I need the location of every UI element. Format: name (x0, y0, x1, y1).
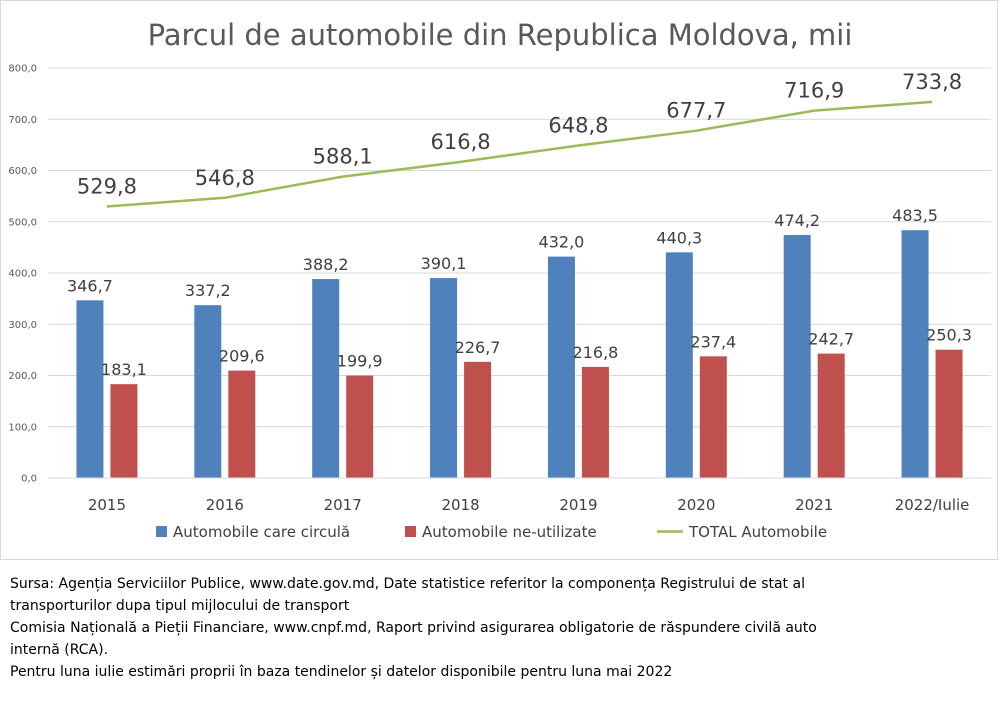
bar-circulating (783, 234, 811, 478)
data-label-total: 529,8 (77, 174, 137, 198)
y-tick-label: 400,0 (8, 269, 37, 280)
data-label-unused: 226,7 (455, 338, 501, 357)
legend-total: TOTAL Automobile (657, 523, 827, 541)
x-axis: 2015 2016 2017 2018 2019 2020 2021 2022/Iulie (48, 477, 991, 514)
data-label-circulating: 388,2 (303, 255, 349, 274)
bar-circulating (901, 230, 929, 478)
bar-unused (228, 370, 256, 478)
y-tick-label: 700,0 (8, 115, 37, 126)
data-label-total: 616,8 (431, 130, 491, 154)
data-label-unused: 216,8 (573, 343, 619, 362)
data-label-circulating: 474,2 (774, 211, 820, 230)
legend-swatch (405, 526, 416, 537)
y-tick-label: 0,0 (21, 474, 37, 485)
y-tick-label: 800,0 (8, 64, 37, 75)
bar-circulating (194, 305, 222, 478)
chart-title: Parcul de automobile din Republica Moldo… (148, 18, 853, 52)
bar-unused (817, 353, 845, 478)
data-label-unused: 183,1 (101, 360, 147, 379)
data-label-circulating: 440,3 (656, 228, 702, 247)
legend-label: Automobile ne-utilizate (422, 523, 597, 541)
bar-unused (581, 366, 609, 478)
bar-circulating (665, 252, 693, 478)
y-tick-label: 500,0 (8, 217, 37, 228)
bar-circulating (312, 279, 340, 478)
data-label-unused: 250,3 (926, 326, 972, 345)
data-label-unused: 199,9 (337, 352, 383, 371)
legend: Automobile care circulă Automobile ne-uti… (156, 523, 827, 541)
data-label-circulating: 483,5 (892, 206, 938, 225)
x-tick-label: 2015 (88, 496, 126, 514)
y-tick-label: 600,0 (8, 166, 37, 177)
bar-unused (935, 349, 963, 478)
total-line (106, 100, 933, 208)
x-tick-label: 2022/Iulie (895, 496, 970, 514)
y-tick-label: 300,0 (8, 320, 37, 331)
source-line: Comisia Națională a Pieții Financiare, w… (10, 620, 817, 636)
bar-circulating (430, 278, 458, 478)
x-tick-label: 2016 (206, 496, 244, 514)
data-labels: 346,7 183,1 529,8 337,2 209,6 546,8 388,2 199,9… (67, 70, 972, 379)
chart-area: Parcul de automobile din Republica Moldo… (0, 0, 998, 560)
total-line-path (106, 100, 933, 208)
bar-circulating (76, 300, 104, 478)
x-tick-label: 2020 (677, 496, 715, 514)
x-tick-label: 2017 (324, 496, 362, 514)
x-tick-label: 2018 (441, 496, 479, 514)
data-label-total: 716,9 (784, 79, 844, 103)
data-label-total: 733,8 (902, 70, 962, 94)
data-label-unused: 209,6 (219, 347, 265, 366)
data-label-circulating: 337,2 (185, 281, 231, 300)
bar-circulating (547, 256, 575, 478)
source-line: Sursa: Agenția Serviciilor Publice, www.… (10, 576, 805, 592)
bar-unused (464, 361, 492, 478)
source-note: Sursa: Agenția Serviciilor Publice, www.… (10, 573, 990, 683)
legend-label: TOTAL Automobile (688, 523, 827, 541)
data-label-total: 648,8 (548, 113, 608, 137)
data-label-circulating: 346,7 (67, 276, 113, 295)
bar-unused (699, 356, 727, 478)
source-line: internă (RCA). (10, 642, 109, 658)
data-label-circulating: 432,0 (539, 233, 585, 252)
source-line: transporturilor dupa tipul mijlocului de… (10, 598, 350, 614)
data-label-unused: 242,7 (808, 330, 854, 349)
bars (76, 230, 963, 478)
data-label-circulating: 390,1 (421, 254, 467, 273)
data-label-unused: 237,4 (690, 332, 736, 351)
legend-label: Automobile care circulă (173, 523, 350, 541)
source-line: Pentru luna iulie estimări proprii în ba… (10, 664, 673, 680)
data-label-total: 677,7 (666, 99, 726, 123)
x-tick-label: 2019 (559, 496, 597, 514)
x-tick-label: 2021 (795, 496, 833, 514)
bar-unused (346, 375, 374, 478)
y-tick-label: 100,0 (8, 422, 37, 433)
legend-circulating: Automobile care circulă (156, 523, 350, 541)
legend-unused: Automobile ne-utilizate (405, 523, 597, 541)
bar-unused (110, 384, 138, 478)
y-tick-label: 200,0 (8, 371, 37, 382)
legend-swatch (156, 526, 167, 537)
data-label-total: 588,1 (313, 145, 373, 169)
chart-svg: Parcul de automobile din Republica Moldo… (8, 18, 991, 541)
data-label-total: 546,8 (195, 166, 255, 190)
